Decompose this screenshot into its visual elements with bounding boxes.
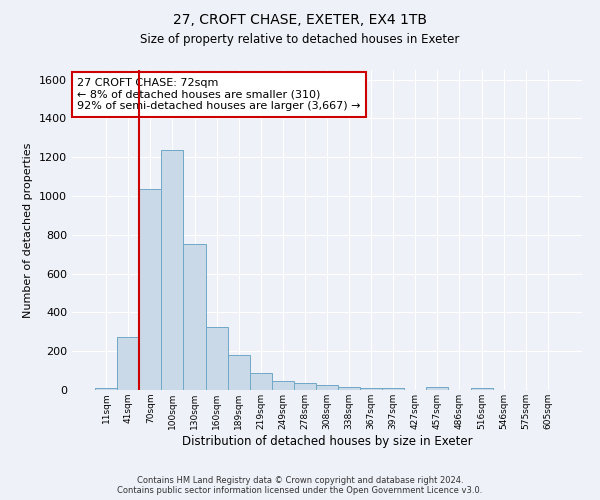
Bar — [206, 327, 227, 390]
Bar — [117, 336, 139, 390]
X-axis label: Distribution of detached houses by size in Exeter: Distribution of detached houses by size … — [182, 434, 472, 448]
Bar — [470, 388, 493, 390]
Bar — [139, 190, 161, 390]
Bar — [382, 388, 404, 390]
Text: 27, CROFT CHASE, EXETER, EX4 1TB: 27, CROFT CHASE, EXETER, EX4 1TB — [173, 12, 427, 26]
Text: Size of property relative to detached houses in Exeter: Size of property relative to detached ho… — [140, 32, 460, 46]
Bar — [360, 388, 382, 390]
Bar — [161, 150, 184, 390]
Y-axis label: Number of detached properties: Number of detached properties — [23, 142, 34, 318]
Text: 27 CROFT CHASE: 72sqm
← 8% of detached houses are smaller (310)
92% of semi-deta: 27 CROFT CHASE: 72sqm ← 8% of detached h… — [77, 78, 361, 111]
Bar — [184, 244, 206, 390]
Bar — [250, 372, 272, 390]
Bar — [338, 386, 360, 390]
Bar — [427, 387, 448, 390]
Bar — [316, 385, 338, 390]
Bar — [95, 388, 117, 390]
Text: Contains HM Land Registry data © Crown copyright and database right 2024.
Contai: Contains HM Land Registry data © Crown c… — [118, 476, 482, 495]
Bar — [272, 380, 294, 390]
Bar — [294, 383, 316, 390]
Bar — [227, 355, 250, 390]
